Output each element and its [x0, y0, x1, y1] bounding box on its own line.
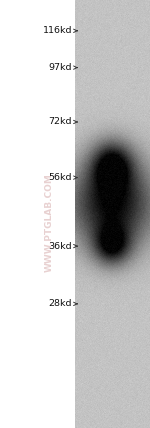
Text: WWW.PTGLAB.COM: WWW.PTGLAB.COM [45, 173, 54, 272]
Text: 97kd: 97kd [48, 63, 72, 72]
Text: 36kd: 36kd [48, 241, 72, 251]
Text: 56kd: 56kd [48, 173, 72, 182]
Text: 72kd: 72kd [48, 117, 72, 127]
Text: 28kd: 28kd [48, 299, 72, 309]
Text: 116kd: 116kd [42, 26, 72, 36]
